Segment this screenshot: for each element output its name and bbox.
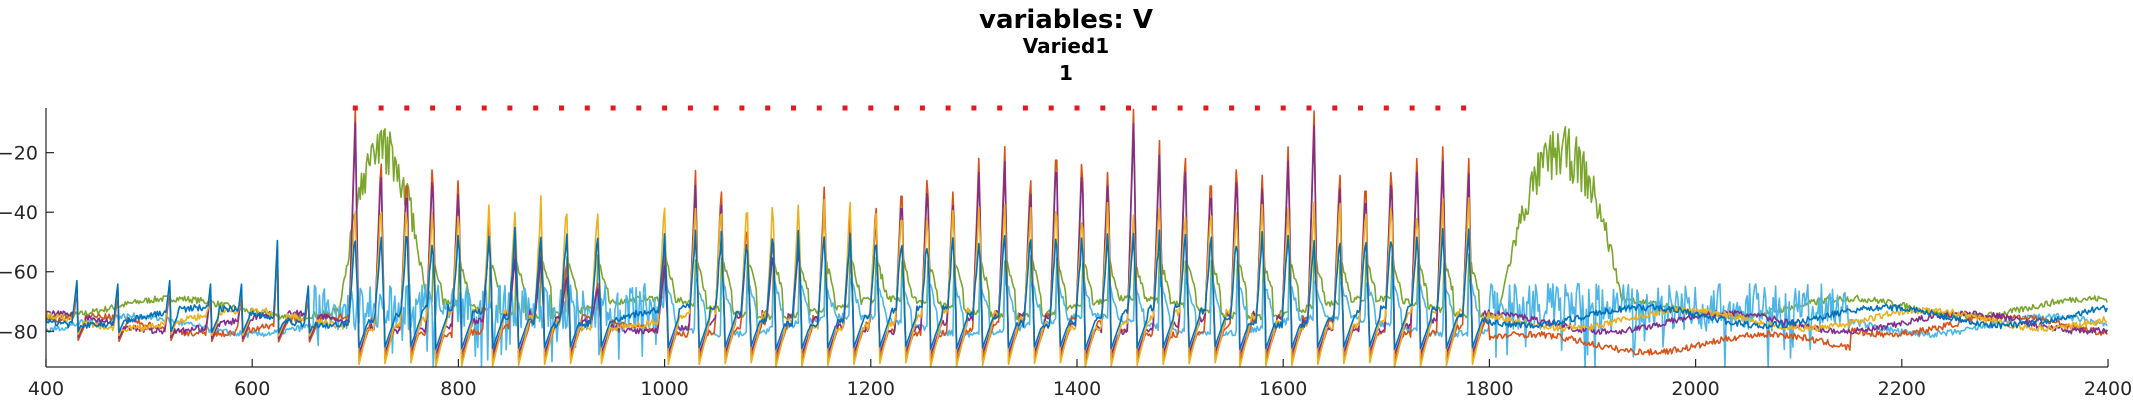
spike-marker	[997, 105, 1003, 111]
spike-marker	[1306, 105, 1312, 111]
spike-marker	[1409, 105, 1415, 111]
spike-marker	[352, 105, 358, 111]
x-tick-label: 1400	[1053, 378, 1101, 400]
spike-marker	[1048, 105, 1054, 111]
x-tick-label: 1800	[1465, 378, 1513, 400]
spike-marker	[868, 105, 874, 111]
spike-marker	[404, 105, 410, 111]
spike-marker	[1126, 105, 1131, 111]
x-tick-label: 2400	[2084, 378, 2132, 400]
spike-marker	[1332, 105, 1338, 111]
spike-marker	[739, 105, 745, 111]
spike-marker	[1074, 105, 1080, 111]
spike-marker	[687, 105, 693, 111]
spike-marker	[533, 105, 539, 111]
spike-marker	[1358, 105, 1363, 111]
x-tick-label: 1000	[640, 378, 688, 400]
chart-title-line-2: Varied1	[1023, 34, 1109, 58]
x-tick-label: 2200	[1878, 378, 1926, 400]
spike-marker	[971, 105, 977, 111]
chart-title-line-1: variables: V	[979, 5, 1153, 35]
spike-marker	[713, 105, 719, 111]
x-tick-label: 600	[234, 378, 270, 400]
spike-marker-layer	[352, 105, 1467, 111]
spike-marker	[816, 105, 822, 111]
spike-marker	[765, 105, 771, 111]
x-tick-label: 1200	[847, 378, 895, 400]
y-tick-label: −40	[0, 202, 38, 224]
y-tick-label: −80	[0, 321, 38, 343]
spike-marker	[507, 105, 513, 111]
y-tick-label: −20	[0, 143, 38, 165]
y-tick-label: −60	[0, 262, 38, 284]
spike-marker	[919, 105, 925, 111]
chart-title: variables: V Varied1 1	[979, 5, 1153, 85]
spike-marker	[584, 105, 590, 111]
x-tick-label: 2000	[1671, 378, 1719, 400]
spike-marker	[1435, 105, 1441, 111]
spike-marker	[636, 105, 642, 111]
x-tick-label: 800	[440, 378, 476, 400]
spike-marker	[481, 105, 487, 111]
x-tick-label: 400	[28, 378, 64, 400]
spike-marker	[430, 105, 436, 111]
spike-marker	[1280, 105, 1286, 111]
spike-marker	[1229, 105, 1235, 111]
spike-marker	[1177, 105, 1183, 111]
spike-marker	[1151, 105, 1157, 111]
spike-marker	[945, 105, 951, 111]
spike-marker	[1022, 105, 1028, 111]
spike-marker	[455, 105, 461, 111]
x-tick-label: 1600	[1259, 378, 1307, 400]
spike-marker	[842, 105, 848, 111]
spike-marker	[1461, 105, 1467, 111]
series-line-5	[45, 195, 2108, 368]
spike-marker	[791, 105, 796, 111]
spike-marker	[378, 105, 384, 111]
spike-marker	[1254, 105, 1260, 111]
series-layer	[45, 107, 2108, 368]
spike-marker	[1203, 105, 1209, 111]
spike-marker	[894, 105, 900, 111]
axes: 400 600 800 1000 1200 1400 1600 1800 2000 2200 240…	[0, 108, 2132, 400]
spike-marker	[559, 105, 564, 111]
series-line-6	[45, 226, 2108, 350]
spike-marker	[662, 105, 668, 111]
spike-marker	[1100, 105, 1106, 111]
spike-marker	[610, 105, 616, 111]
chart-title-line-3: 1	[1059, 61, 1073, 85]
spike-marker	[1383, 105, 1389, 111]
